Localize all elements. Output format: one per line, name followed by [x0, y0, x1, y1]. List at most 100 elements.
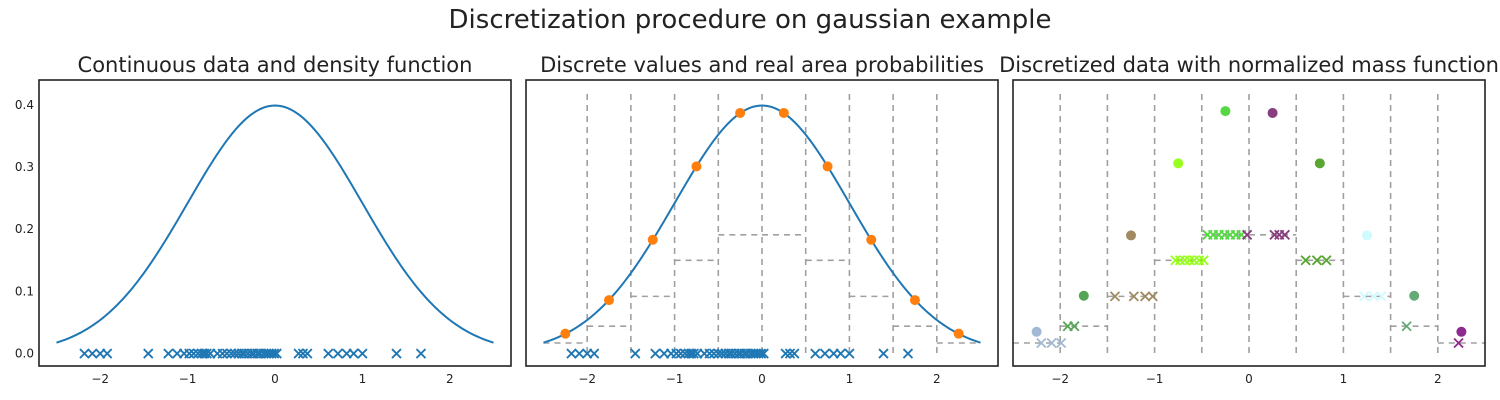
sample-marker — [844, 348, 855, 359]
discretized-sample-marker — [1170, 255, 1181, 266]
figure-title: Discretization procedure on gaussian exa… — [449, 5, 1052, 35]
discrete-point — [735, 107, 746, 118]
discrete-point — [560, 328, 571, 339]
panel-discrete-marks — [543, 94, 981, 359]
sample-marker — [789, 348, 800, 359]
x-tick-label: 2 — [1434, 372, 1442, 386]
panel-discrete-frame — [525, 79, 999, 367]
discretized-sample-marker — [1140, 291, 1151, 302]
mass-point — [1267, 107, 1278, 118]
sample-marker — [357, 348, 368, 359]
sample-marker — [589, 348, 600, 359]
panel-title-discretized: Discretized data with normalized mass fu… — [999, 53, 1499, 77]
mass-point — [1409, 290, 1420, 301]
discrete-point — [822, 161, 833, 172]
sample-marker — [348, 348, 359, 359]
discretized-sample-marker — [1046, 337, 1057, 349]
mass-point — [1220, 106, 1231, 117]
mass-point — [1126, 230, 1136, 241]
discretized-sample-marker — [1376, 291, 1387, 302]
discretized-sample-marker — [1184, 255, 1195, 266]
discretized-sample-marker — [1147, 291, 1158, 302]
x-tick-label: 1 — [359, 372, 367, 386]
discretized-sample-marker — [1056, 337, 1067, 349]
panel-title-continuous: Continuous data and density function — [78, 53, 473, 77]
mass-point — [1362, 230, 1372, 241]
discretized-sample-marker — [1036, 337, 1047, 349]
discretized-sample-marker — [1179, 255, 1190, 266]
discretized-sample-marker — [1193, 255, 1205, 266]
x-tick-label: 0 — [1245, 372, 1253, 386]
discretized-sample-marker — [1401, 321, 1412, 332]
discrete-point — [953, 328, 964, 339]
panel-title-discrete: Discrete values and real area probabilit… — [540, 53, 984, 77]
discrete-point — [691, 161, 702, 172]
sample-marker — [810, 348, 821, 359]
panel-discretized-data: Discretized data with normalized mass fu… — [999, 53, 1499, 386]
sample-marker — [708, 348, 720, 359]
sample-marker — [87, 348, 98, 359]
discrete-point — [647, 234, 658, 245]
x-tick-label: −2 — [1051, 372, 1069, 386]
discretized-sample-marker — [1189, 255, 1200, 266]
mass-point — [1173, 158, 1184, 169]
panel-continuous-frame — [38, 79, 512, 367]
y-tick-label: 0.0 — [15, 347, 34, 361]
discretized-sample-marker — [1300, 255, 1311, 266]
discrete-point — [604, 295, 615, 306]
sample-marker — [201, 348, 212, 359]
sample-marker — [819, 348, 831, 359]
density-curve — [543, 104, 981, 344]
panel-discretized-frame — [1012, 79, 1486, 367]
discretized-sample-marker — [1359, 291, 1370, 302]
discretized-sample-marker — [1109, 291, 1121, 302]
sample-marker — [758, 348, 769, 359]
x-tick-label: −1 — [666, 372, 684, 386]
sample-marker — [650, 348, 661, 359]
sample-marker — [630, 348, 641, 359]
panel-continuous-density: Continuous data and density function −2−… — [15, 53, 512, 386]
discretized-sample-marker — [1321, 255, 1332, 266]
sample-marker — [784, 348, 796, 359]
sample-marker — [675, 348, 686, 359]
sample-marker — [671, 348, 682, 359]
sample-marker — [297, 348, 309, 359]
sample-marker — [102, 348, 113, 359]
panel-continuous-marks — [56, 104, 494, 359]
discretized-sample-marker — [1069, 321, 1080, 332]
sample-marker — [755, 348, 767, 359]
sample-marker — [217, 348, 228, 359]
sample-marker — [566, 348, 577, 359]
x-tick-label: 1 — [846, 372, 854, 386]
sample-marker — [293, 348, 304, 359]
discretized-sample-marker — [1174, 255, 1186, 266]
mass-point — [1456, 326, 1467, 337]
discretized-sample-marker — [1453, 337, 1464, 349]
mass-point — [1314, 158, 1325, 169]
sample-marker — [268, 348, 280, 359]
y-tick-label: 0.3 — [15, 160, 34, 174]
discretized-sample-marker — [1128, 291, 1139, 302]
sample-marker — [163, 348, 174, 359]
sample-marker — [143, 348, 154, 359]
discretized-sample-marker — [1311, 255, 1323, 266]
sample-marker — [221, 348, 233, 359]
sample-marker — [574, 348, 585, 359]
sample-marker — [878, 348, 889, 359]
sample-marker — [835, 348, 846, 359]
panel-continuous-ticks: −2 −1 0 1 2 0.0 0.1 0.2 0.3 0.4 — [15, 98, 454, 386]
discretized-sample-marker — [1198, 255, 1209, 266]
density-curve — [56, 104, 494, 344]
x-tick-label: 2 — [933, 372, 941, 386]
y-tick-label: 0.2 — [15, 222, 34, 236]
sample-marker — [79, 348, 90, 359]
sample-marker — [332, 348, 344, 359]
panel-discretized-marks — [1013, 94, 1485, 354]
discretized-sample-marker — [1269, 229, 1280, 240]
discretized-sample-marker — [1241, 229, 1253, 240]
x-tick-label: −2 — [91, 372, 109, 386]
mass-point — [1078, 290, 1089, 301]
panel-discrete-ticks: −2 −1 0 1 2 — [578, 372, 940, 386]
sample-marker — [415, 348, 427, 359]
y-tick-label: 0.4 — [15, 98, 34, 112]
